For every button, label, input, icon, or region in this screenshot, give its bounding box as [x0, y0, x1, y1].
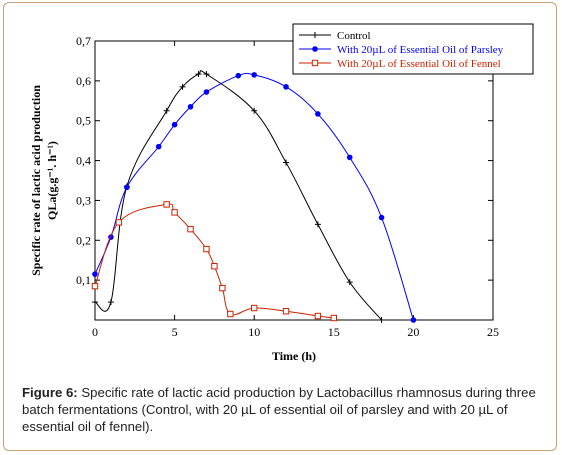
data-point-square — [219, 284, 226, 292]
data-point-plus — [283, 159, 290, 166]
chart-legend: Control With 20µL of Essential Oil of Par… — [292, 23, 534, 75]
data-point-circle — [235, 72, 242, 79]
x-tick-label: 5 — [172, 325, 178, 339]
data-point-circle — [312, 46, 318, 52]
data-point-square — [314, 312, 322, 320]
x-tick-label: 25 — [487, 325, 499, 339]
data-point-square — [330, 314, 338, 322]
y-tick-label: 0,7 — [76, 34, 91, 48]
data-point-plus — [378, 317, 385, 323]
y-tick-label: 0,3 — [76, 193, 91, 207]
data-point-circle — [283, 84, 289, 90]
y-tick-label: 0,5 — [76, 114, 91, 128]
data-point-plus — [251, 107, 258, 114]
plot-area-border — [94, 40, 494, 321]
data-point-circle — [155, 143, 162, 150]
data-point-square — [163, 201, 170, 208]
data-point-circle — [251, 72, 257, 78]
data-point-circle — [171, 121, 178, 128]
data-point-plus — [107, 299, 114, 306]
data-point-circle — [187, 103, 194, 110]
data-point-plus — [179, 83, 186, 90]
series-group — [92, 72, 417, 323]
figure-caption: Figure 6: Specific rate of lactic acid p… — [22, 384, 542, 435]
data-point-plus — [346, 279, 353, 286]
legend-entry: With 20µL of Essential Oil of Fennel — [337, 58, 501, 70]
series-line — [94, 70, 382, 321]
chart-series — [91, 70, 417, 323]
data-point-circle — [410, 317, 417, 323]
caption-text: Specific rate of lactic acid production … — [22, 385, 536, 434]
data-point-circle — [92, 271, 98, 277]
y-axis-title-line2: QLa(g.g⁻¹. h⁻¹) — [45, 141, 59, 220]
data-point-square — [203, 245, 210, 253]
legend-box — [292, 23, 534, 75]
data-point-plus — [312, 32, 318, 38]
data-point-square — [187, 225, 194, 233]
data-point-square — [282, 308, 290, 315]
data-point-square — [311, 59, 319, 67]
data-point-circle — [346, 154, 353, 161]
x-axis-title: Time (h) — [272, 349, 316, 363]
data-point-square — [251, 304, 258, 312]
data-point-plus — [195, 71, 202, 78]
data-point-square — [171, 209, 178, 216]
data-point-square — [115, 219, 123, 226]
x-tick-label: 15 — [328, 325, 340, 339]
caption-label: Figure 6: — [22, 385, 78, 400]
y-tick-label: 0,1 — [76, 273, 91, 287]
legend-entry: With 20µL of Essential Oil of Parsley — [337, 44, 504, 56]
data-point-circle — [378, 214, 385, 221]
series-group — [92, 70, 385, 323]
x-tick-label: 10 — [248, 325, 260, 339]
data-point-square — [227, 310, 234, 318]
x-tick-label: 20 — [407, 325, 419, 339]
data-point-circle — [315, 111, 321, 117]
data-point-square — [211, 262, 218, 270]
data-point-circle — [203, 89, 210, 95]
data-point-circle — [124, 184, 130, 191]
y-tick-label: 0,4 — [76, 154, 91, 168]
series-line — [94, 203, 334, 319]
y-tick-label: 0,2 — [76, 233, 91, 247]
series-group — [91, 201, 338, 322]
x-tick-label: 0 — [92, 325, 98, 339]
y-tick-label: 0,6 — [76, 74, 91, 88]
data-point-plus — [314, 221, 321, 228]
series-line — [94, 72, 414, 321]
legend-entry: Control — [337, 30, 371, 42]
figure-frame — [3, 2, 557, 451]
data-point-plus — [203, 71, 210, 78]
data-point-square — [91, 282, 99, 290]
data-point-plus — [163, 107, 170, 114]
chart: 0 5 10 15 20 25 0,1 0,2 0,3 0,4 0,5 0,6 0,7 Control W… — [29, 23, 534, 363]
data-point-plus — [92, 299, 98, 306]
chart-axes: 0 5 10 15 20 25 0,1 0,2 0,3 0,4 0,5 0,6 0,7 — [76, 34, 499, 339]
y-axis-title-line1: Specific rate of lactic acid production — [29, 85, 43, 276]
